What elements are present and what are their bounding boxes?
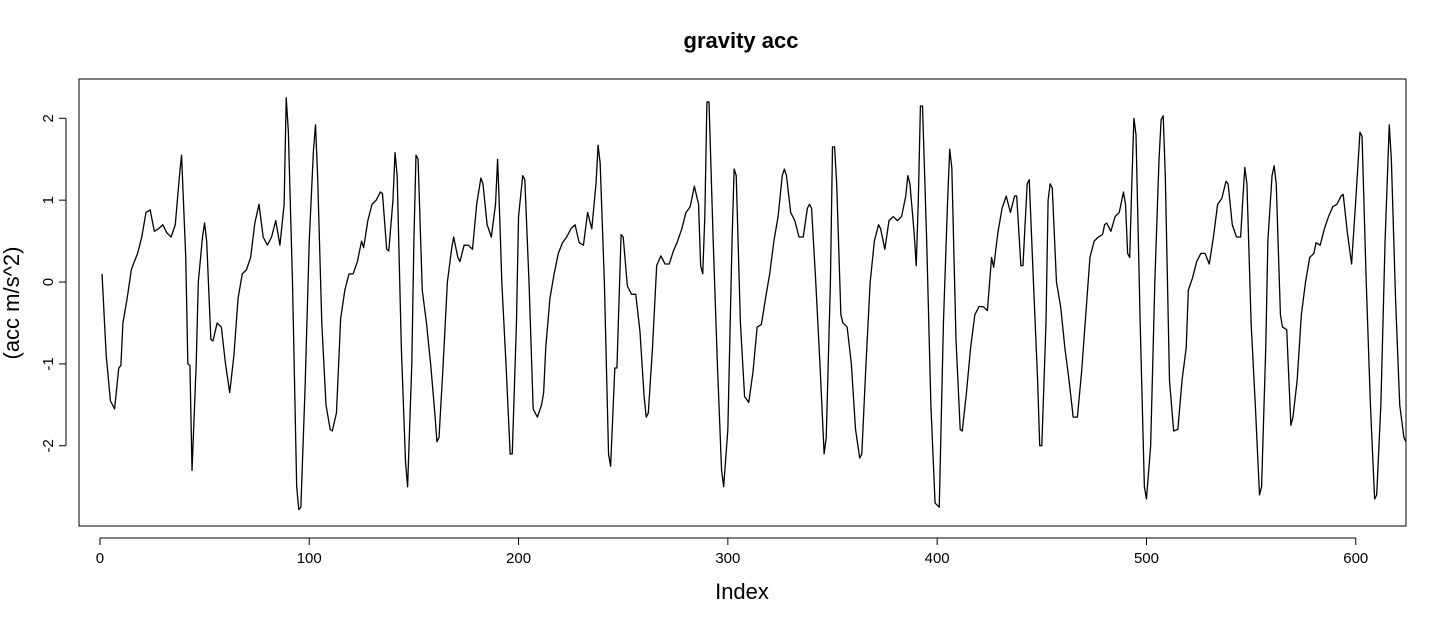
y-tick-label: 1	[40, 196, 57, 204]
plot-area	[78, 78, 1407, 527]
x-axis: 0 100 200 300 400 500 600	[96, 537, 1368, 567]
chart-title: gravity acc	[684, 28, 799, 53]
x-axis-label: Index	[715, 579, 769, 604]
x-tick-label: 500	[1134, 550, 1159, 567]
y-tick-label: 2	[40, 114, 57, 122]
x-tick-label: 600	[1343, 550, 1368, 567]
y-axis: -2 -1 0 1 2	[40, 114, 67, 452]
x-tick-label: 100	[297, 550, 322, 567]
y-axis-label: (acc m/s^2)	[0, 247, 24, 360]
x-tick-label: 400	[925, 550, 950, 567]
x-tick-label: 200	[506, 550, 531, 567]
series-line	[101, 97, 1407, 511]
x-tick-label: 0	[96, 550, 104, 567]
y-tick-label: -1	[40, 357, 57, 370]
y-tick-label: -2	[40, 439, 57, 452]
y-tick-label: 0	[40, 278, 57, 286]
x-tick-label: 300	[715, 550, 740, 567]
